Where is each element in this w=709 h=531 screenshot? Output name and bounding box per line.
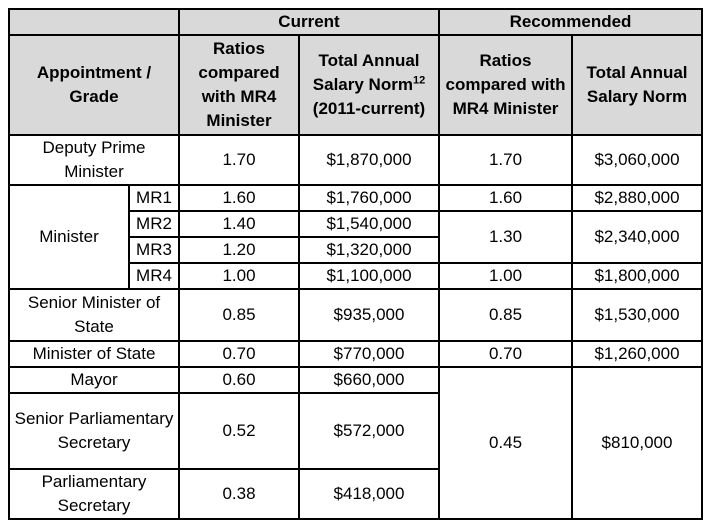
row-label-ps: Parliamentary Secretary xyxy=(8,468,180,520)
row-label-sps: Senior Parliamentary Secretary xyxy=(8,392,180,470)
header-ratio-recommended: Ratios compared with MR4 Minister xyxy=(438,34,573,136)
table-row: Senior Parliamentary Secretary 0.52 $572… xyxy=(8,392,702,470)
header-salary-recommended: Total Annual Salary Norm xyxy=(571,34,703,136)
table-row: MR3 1.20 $1,320,000 xyxy=(9,236,702,264)
table-row: Senior Minister of State 0.85 $935,000 0… xyxy=(8,288,703,342)
cell-ratio-current: 0.70 xyxy=(178,340,300,368)
group-header-row: Current Recommended xyxy=(8,8,703,36)
cell-ratio-recommended: 0.45 xyxy=(438,366,573,520)
table-row: Minister MR1 1.60 $1,760,000 1.60 $2,880… xyxy=(8,184,703,290)
table-row: Mayor 0.60 $660,000 0.45 $810,000 xyxy=(8,366,703,520)
group-header-blank xyxy=(8,8,180,36)
cell-ratio-recommended: 1.70 xyxy=(438,134,573,186)
cell-salary-recommended: $2,880,000 xyxy=(571,184,703,212)
cell-salary-current: $1,760,000 xyxy=(298,184,440,212)
cell-salary-current: $1,100,000 xyxy=(298,262,440,290)
table-row: MR4 1.00 $1,100,000 1.00 $1,800,000 xyxy=(9,262,703,290)
cell-salary-current: $935,000 xyxy=(298,288,440,342)
group-header-recommended: Recommended xyxy=(438,8,703,36)
cell-salary-current: $572,000 xyxy=(298,392,440,470)
cell-ratio-current: 0.60 xyxy=(178,366,300,394)
cell-ratio-current: 1.70 xyxy=(178,134,300,186)
row-label-minister: Minister xyxy=(8,184,130,290)
cell-salary-recommended: $3,060,000 xyxy=(571,134,703,186)
group-header-current: Current xyxy=(178,8,440,36)
salary-table: Current Recommended Appointment / Grade … xyxy=(8,8,703,520)
cell-ratio-recommended: 1.00 xyxy=(438,262,573,290)
row-label-mayor: Mayor xyxy=(8,366,180,394)
header-appointment: Appointment / Grade xyxy=(8,34,180,136)
cell-ratio-recommended: 0.85 xyxy=(438,288,573,342)
table-row: Deputy Prime Minister 1.70 $1,870,000 1.… xyxy=(8,134,703,186)
cell-ratio-current: 0.52 xyxy=(178,392,300,470)
cell-ratio-current: 1.40 xyxy=(178,210,300,238)
row-label-sms: Senior Minister of State xyxy=(8,288,180,342)
header-salary-current: Total Annual Salary Norm12 (2011-current… xyxy=(298,34,440,136)
cell-salary-recommended: $2,340,000 xyxy=(571,210,703,264)
cell-grade: MR1 xyxy=(128,184,180,212)
cell-salary-current: $1,870,000 xyxy=(298,134,440,186)
cell-salary-recommended: $1,530,000 xyxy=(571,288,703,342)
header-salary-current-period: (2011-current) xyxy=(312,99,426,118)
row-label-dpm: Deputy Prime Minister xyxy=(8,134,180,186)
cell-ratio-recommended: 1.30 xyxy=(438,210,573,264)
cell-ratio-current: 0.38 xyxy=(178,468,300,520)
cell-grade: MR2 xyxy=(128,210,180,238)
column-header-row: Appointment / Grade Ratios compared with… xyxy=(8,34,703,136)
header-ratio-current: Ratios compared with MR4 Minister xyxy=(178,34,300,136)
cell-salary-current: $1,320,000 xyxy=(298,236,440,264)
cell-ratio-recommended: 0.70 xyxy=(438,340,573,368)
cell-salary-current: $770,000 xyxy=(298,340,440,368)
cell-salary-current: $1,540,000 xyxy=(298,210,440,238)
cell-ratio-recommended: 1.60 xyxy=(438,184,573,212)
cell-salary-current: $660,000 xyxy=(298,366,440,394)
cell-salary-current: $418,000 xyxy=(298,468,440,520)
cell-salary-recommended: $1,800,000 xyxy=(571,262,703,290)
header-salary-current-main: Total Annual Salary Norm xyxy=(312,51,420,94)
cell-salary-recommended: $1,260,000 xyxy=(571,340,703,368)
table-row: Parliamentary Secretary 0.38 $418,000 xyxy=(8,468,702,520)
cell-grade: MR4 xyxy=(128,262,180,290)
cell-grade: MR3 xyxy=(128,236,180,264)
cell-ratio-current: 1.20 xyxy=(178,236,300,264)
cell-salary-recommended: $810,000 xyxy=(571,366,703,520)
table-row: MR2 1.40 $1,540,000 1.30 $2,340,000 xyxy=(9,210,703,264)
cell-ratio-current: 1.00 xyxy=(178,262,300,290)
row-label-mos: Minister of State xyxy=(8,340,180,368)
cell-ratio-current: 0.85 xyxy=(178,288,300,342)
cell-ratio-current: 1.60 xyxy=(178,184,300,212)
footnote-marker: 12 xyxy=(412,74,426,87)
table-row: Minister of State 0.70 $770,000 0.70 $1,… xyxy=(8,340,703,368)
